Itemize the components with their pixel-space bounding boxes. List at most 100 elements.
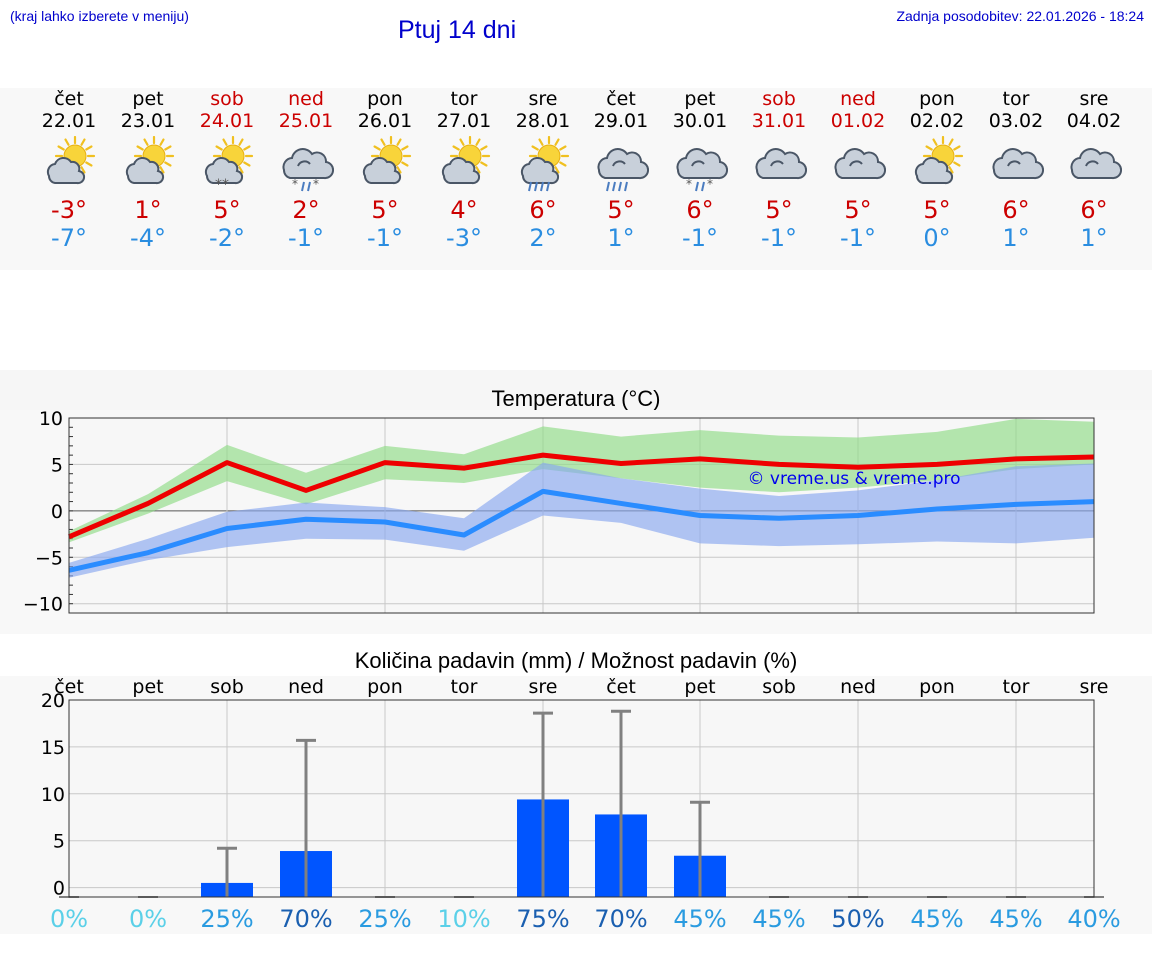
- y-tick-label: 0: [51, 501, 63, 523]
- min-temperature: 1°: [1080, 224, 1108, 252]
- day-column: pon 02.02 5° 0°: [897, 88, 977, 252]
- day-column: ned 01.02 5° -1°: [818, 88, 898, 252]
- partly-cloudy-icon: [441, 136, 491, 185]
- min-range-band: [69, 462, 1094, 578]
- precipitation-chart: čet pet sob ned pon tor sre čet pet sob ned pon tor s…: [41, 676, 1121, 933]
- day-date: 22.01: [41, 110, 97, 132]
- min-temperature: 1°: [1002, 224, 1030, 252]
- precip-probability: 70%: [279, 905, 332, 933]
- day-column: pet 23.01 1° -4°: [108, 88, 188, 252]
- forecast-days: čet 22.01 -3° -7° pet 23.01 1° -4° sob 24.01 ** 5° -…: [0, 88, 1152, 258]
- cloudy-icon: [834, 148, 886, 180]
- day-column: ned 25.01 * * 2° -1°: [266, 88, 346, 252]
- day-date: 27.01: [436, 110, 492, 132]
- min-temperature: -7°: [51, 224, 87, 252]
- day-date: 04.02: [1066, 110, 1122, 132]
- max-range-band: [69, 418, 1094, 543]
- precip-probability: 75%: [516, 905, 569, 933]
- svg-text:*: *: [292, 177, 298, 191]
- day-column: sob 31.01 5° -1°: [739, 88, 819, 252]
- day-date: 25.01: [278, 110, 334, 132]
- max-temperature-line: [68, 452, 1095, 540]
- category-label: čet: [606, 676, 636, 698]
- svg-text:*: *: [686, 177, 692, 191]
- cloudy-sleet-icon: * *: [282, 148, 334, 192]
- day-date: 30.01: [672, 110, 728, 132]
- day-date: 28.01: [515, 110, 571, 132]
- min-temperature: -3°: [446, 224, 482, 252]
- partly-cloudy-snow-icon: **: [204, 136, 254, 192]
- precip-probability: 45%: [673, 905, 726, 933]
- day-date: 23.01: [120, 110, 176, 132]
- max-temperature: 5°: [213, 196, 241, 224]
- day-date: 29.01: [593, 110, 649, 132]
- day-date: 24.01: [199, 110, 255, 132]
- plot-frame: [68, 417, 1095, 614]
- cloudy-icon: [992, 148, 1044, 180]
- precip-probability: 10%: [437, 905, 490, 933]
- cloudy-rain-icon: [597, 148, 649, 192]
- min-temperature-line: [68, 488, 1095, 573]
- day-date: 26.01: [357, 110, 413, 132]
- category-label: sob: [210, 676, 244, 698]
- min-temperature: -4°: [130, 224, 166, 252]
- precip-probability: 0%: [129, 905, 167, 933]
- day-name: pon: [367, 88, 403, 110]
- precip-probability: 45%: [989, 905, 1042, 933]
- y-tick-label: 10: [41, 784, 65, 806]
- day-date: 01.02: [830, 110, 886, 132]
- min-temperature: -1°: [682, 224, 718, 252]
- category-label: pon: [919, 676, 955, 698]
- day-name: sre: [528, 88, 558, 110]
- max-temperature: 5°: [765, 196, 793, 224]
- max-temperature: 5°: [923, 196, 951, 224]
- precip-probability: 70%: [594, 905, 647, 933]
- partly-cloudy-icon: [362, 136, 412, 185]
- partly-cloudy-icon: [914, 136, 964, 185]
- precip-chart-title: Količina padavin (mm) / Možnost padavin …: [354, 648, 798, 673]
- precip-probability: 45%: [910, 905, 963, 933]
- temp-chart-title: Temperatura (°C): [491, 386, 661, 411]
- y-tick-label: 15: [41, 737, 65, 759]
- category-label: pet: [684, 676, 715, 698]
- day-name: sob: [762, 88, 796, 110]
- category-label: tor: [451, 676, 478, 698]
- max-temperature: 6°: [1002, 196, 1030, 224]
- min-temperature: -1°: [288, 224, 324, 252]
- category-label: sre: [1080, 676, 1109, 698]
- max-temperature: 2°: [292, 196, 320, 224]
- category-label: pet: [132, 676, 163, 698]
- min-temperature: -1°: [367, 224, 403, 252]
- max-temperature: 6°: [1080, 196, 1108, 224]
- y-tick-label: 10: [39, 410, 63, 430]
- region-menu-note: (kraj lahko izberete v meniju): [10, 8, 189, 24]
- category-label: ned: [288, 676, 324, 698]
- min-temperature: 2°: [529, 224, 557, 252]
- y-tick-label: 5: [53, 831, 65, 853]
- day-date: 02.02: [909, 110, 965, 132]
- category-label: sob: [762, 676, 796, 698]
- day-column: pet 30.01 * * 6° -1°: [660, 88, 740, 252]
- day-name: čet: [54, 88, 84, 110]
- category-label: pon: [367, 676, 403, 698]
- day-column: tor 27.01 4° -3°: [424, 88, 504, 252]
- page-title: Ptuj 14 dni: [398, 16, 517, 44]
- max-temperature: 1°: [134, 196, 162, 224]
- day-name: sob: [210, 88, 244, 110]
- category-label: sre: [529, 676, 558, 698]
- day-column: sre 28.01 6° 2°: [503, 88, 583, 252]
- day-column: tor 03.02 6° 1°: [976, 88, 1056, 252]
- partly-cloudy-rain-icon: [520, 136, 570, 192]
- max-temperature: 5°: [371, 196, 399, 224]
- day-column: čet 22.01 -3° -7°: [29, 88, 109, 252]
- day-name: pet: [132, 88, 164, 110]
- day-name: ned: [840, 88, 876, 110]
- y-tick-label: 0: [53, 878, 65, 900]
- min-temperature: -1°: [840, 224, 876, 252]
- max-temperature: 4°: [450, 196, 478, 224]
- y-tick-label: −10: [23, 594, 63, 616]
- day-name: tor: [450, 88, 478, 110]
- day-name: sre: [1079, 88, 1109, 110]
- min-temperature: 1°: [607, 224, 635, 252]
- precip-probability: 50%: [831, 905, 884, 933]
